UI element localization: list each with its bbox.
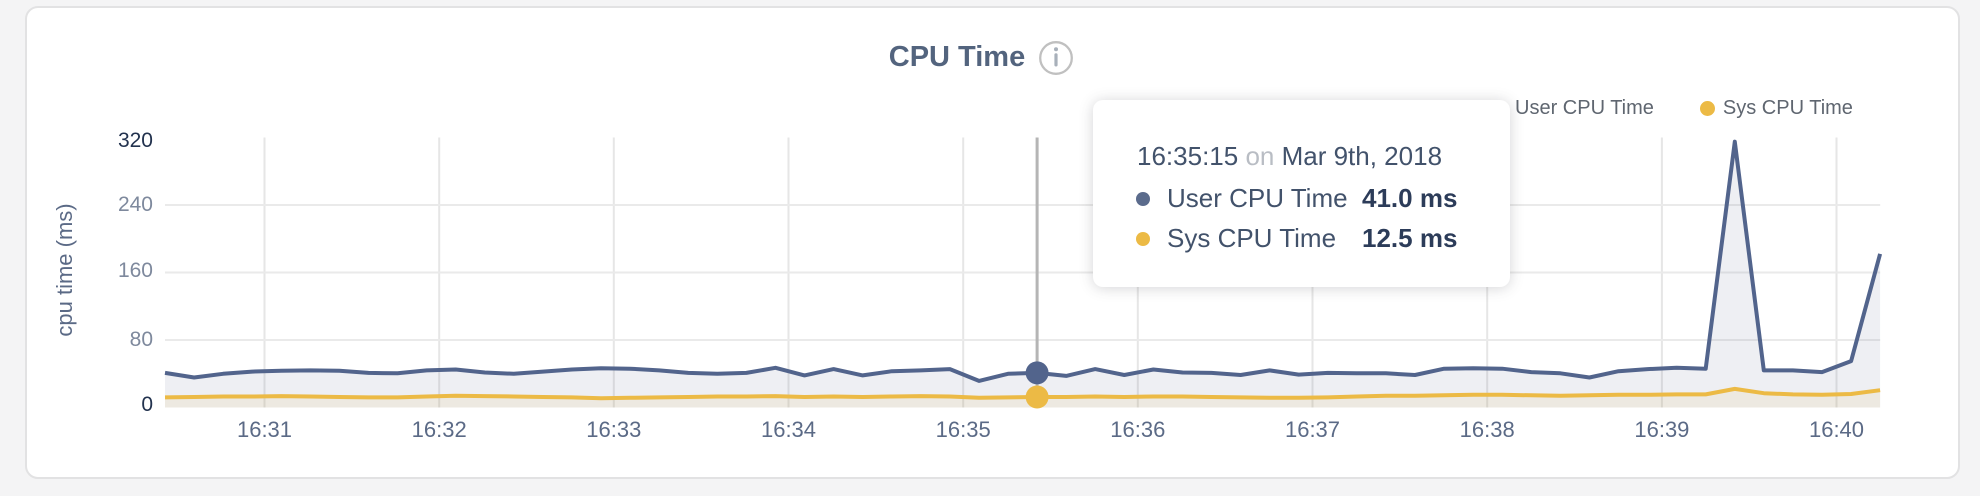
svg-text:16:34: 16:34	[761, 417, 816, 442]
svg-text:cpu time (ms): cpu time (ms)	[52, 203, 77, 336]
svg-text:16:36: 16:36	[1110, 417, 1165, 442]
svg-text:16:38: 16:38	[1460, 417, 1515, 442]
svg-text:0: 0	[141, 393, 153, 416]
svg-text:16:32: 16:32	[412, 417, 467, 442]
svg-text:16:31: 16:31	[237, 417, 292, 442]
svg-text:16:33: 16:33	[586, 417, 641, 442]
svg-text:320: 320	[118, 129, 153, 152]
svg-text:16:40: 16:40	[1809, 417, 1864, 442]
svg-text:240: 240	[118, 193, 153, 216]
svg-text:16:37: 16:37	[1285, 417, 1340, 442]
svg-text:160: 160	[118, 259, 153, 282]
svg-text:80: 80	[130, 328, 153, 351]
svg-text:16:35: 16:35	[936, 417, 991, 442]
svg-text:16:39: 16:39	[1634, 417, 1689, 442]
